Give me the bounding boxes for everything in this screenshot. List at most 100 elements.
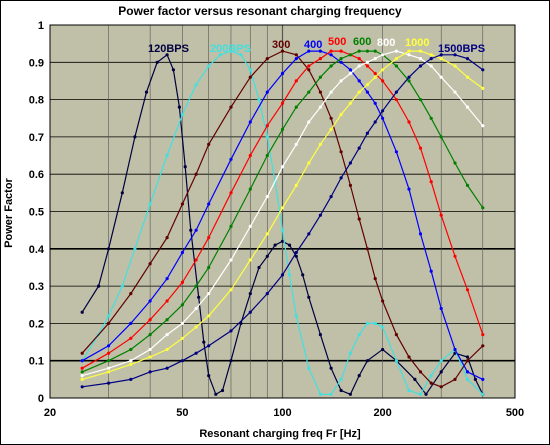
series-point xyxy=(407,355,411,359)
series-point xyxy=(429,116,433,120)
series-point xyxy=(394,333,398,337)
series-point xyxy=(273,243,277,247)
x-tick-label: 200 xyxy=(373,407,391,419)
y-tick-label: 0.7 xyxy=(29,132,44,144)
series-point xyxy=(280,165,285,169)
series-point xyxy=(248,310,252,314)
series-point xyxy=(318,213,322,217)
series-point xyxy=(413,377,417,381)
series-point xyxy=(129,362,133,366)
series-point xyxy=(194,172,198,176)
series-point xyxy=(194,284,198,288)
series-point xyxy=(381,347,385,352)
series-point xyxy=(180,303,184,307)
series-point xyxy=(229,224,233,228)
series-point xyxy=(481,333,485,337)
series-label-120bps: 120BPS xyxy=(148,43,189,55)
series-point xyxy=(165,53,169,57)
series-point xyxy=(129,321,133,325)
series-line-400 xyxy=(81,50,484,380)
series-point xyxy=(418,392,423,396)
series-point xyxy=(280,101,285,105)
series-point xyxy=(183,165,187,169)
series-point xyxy=(481,86,485,90)
y-tick-label: 0.1 xyxy=(29,356,44,368)
series-point xyxy=(394,64,398,68)
series-point xyxy=(120,284,124,288)
series-point xyxy=(307,232,311,236)
series-point xyxy=(307,366,311,370)
series-point xyxy=(80,351,84,355)
series-point xyxy=(80,374,84,378)
series-point xyxy=(165,299,169,303)
series-point xyxy=(265,195,269,199)
series-point xyxy=(207,344,211,348)
series-point xyxy=(287,273,292,277)
series-point xyxy=(348,68,352,72)
series-point xyxy=(280,71,285,76)
series-point xyxy=(439,135,443,139)
series-point xyxy=(481,392,485,396)
series-point xyxy=(381,109,385,113)
series-point xyxy=(394,98,398,102)
series-point xyxy=(229,288,233,292)
series-line-1500bps xyxy=(82,54,484,388)
series-point xyxy=(481,68,485,72)
series-point xyxy=(365,49,369,53)
series-point xyxy=(229,191,233,195)
series-point xyxy=(318,57,322,61)
series-point xyxy=(373,57,377,61)
series-point xyxy=(189,228,193,232)
series-point xyxy=(148,202,152,206)
series-point xyxy=(357,374,361,378)
series-point xyxy=(348,71,352,76)
series-point xyxy=(280,127,285,131)
series-point xyxy=(148,318,152,322)
series-point xyxy=(207,64,211,68)
plot-area: 0 0.1 0.2 0.3 0.4 0.5 0.6 0.7 0.8 0.9 1 20 50 100 200 5… xyxy=(29,20,524,419)
series-point xyxy=(439,53,443,57)
series-point xyxy=(429,180,433,184)
series-point xyxy=(373,120,377,124)
series-point xyxy=(165,347,169,352)
series-point xyxy=(177,105,181,109)
series-point xyxy=(394,150,398,154)
series-point xyxy=(407,120,411,124)
series-label-500: 500 xyxy=(328,36,346,48)
series-line-1000 xyxy=(82,50,484,380)
series-point xyxy=(394,57,398,61)
series-point xyxy=(318,49,322,53)
series-point xyxy=(280,273,285,277)
y-tick-label: 0 xyxy=(38,393,44,405)
series-point xyxy=(348,53,352,57)
series-point xyxy=(329,127,333,131)
series-line-600 xyxy=(81,50,484,373)
series-label-1000: 1000 xyxy=(405,37,429,49)
series-point xyxy=(373,277,377,281)
series-point xyxy=(301,273,305,277)
series-point xyxy=(329,195,333,199)
series-point xyxy=(365,359,369,363)
series-point xyxy=(107,370,111,374)
series-point xyxy=(481,124,485,128)
series-point xyxy=(307,161,311,165)
series-point xyxy=(465,183,470,187)
series-point xyxy=(318,90,322,94)
series-point xyxy=(453,377,457,381)
series-point xyxy=(80,359,84,363)
series-point xyxy=(339,60,343,64)
x-tick-label: 50 xyxy=(176,407,188,419)
series-point xyxy=(107,366,111,370)
series-point xyxy=(180,359,184,363)
series-point xyxy=(129,292,133,296)
series-point xyxy=(329,90,333,94)
x-axis-label: Resonant charging freq Fr [Hz] xyxy=(199,428,361,440)
series-point xyxy=(465,105,470,109)
series-label-600: 600 xyxy=(353,36,371,48)
series-point xyxy=(133,247,137,251)
series-point xyxy=(418,232,423,236)
series-point xyxy=(107,247,111,251)
y-axis-label: Power Factor xyxy=(3,177,15,247)
series-point xyxy=(329,366,333,370)
